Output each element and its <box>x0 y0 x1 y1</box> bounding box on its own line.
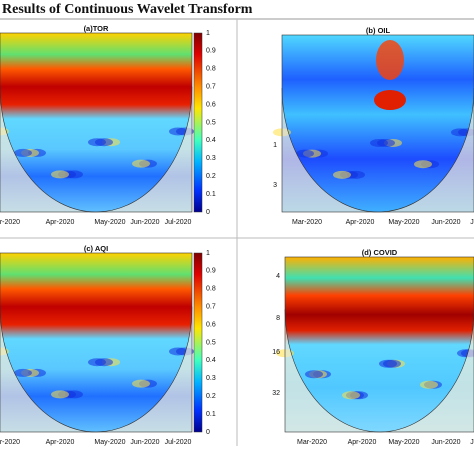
colorbar-label: 0.6 <box>206 321 216 328</box>
y-tick-label: 4 <box>276 273 280 280</box>
colorbar-label: 0.3 <box>206 375 216 382</box>
heatmap-blob <box>342 391 360 400</box>
colorbar-label: 0 <box>206 429 210 436</box>
plot-frame <box>0 32 193 213</box>
colorbar-label: 0.8 <box>206 66 216 73</box>
heatmap-blob <box>414 160 432 169</box>
heatmap-blob <box>132 159 150 168</box>
heatmap-blob <box>305 370 323 379</box>
heatmap-blob <box>420 380 438 389</box>
cone-of-influence <box>285 309 474 432</box>
colorbar-label: 0.4 <box>206 137 216 144</box>
heatmap-blob <box>88 138 106 147</box>
heatmap-blob <box>376 40 404 80</box>
colorbar-label: 0.3 <box>206 155 216 162</box>
x-tick-label: Jul-2020 <box>165 219 192 226</box>
panel-title: (a)TOR <box>84 24 109 33</box>
x-tick-label: J <box>470 439 474 446</box>
heatmap-blob <box>451 128 469 137</box>
colorbar-label: 1 <box>206 250 210 257</box>
x-tick-label: Jun-2020 <box>431 439 460 446</box>
plot-frame <box>284 256 474 433</box>
plot-frame <box>281 34 474 213</box>
plot-frame <box>0 252 193 433</box>
panel-title: (b) OIL <box>366 26 391 35</box>
heatmap-blob <box>51 390 69 399</box>
heatmap-blob <box>14 368 32 377</box>
x-tick-label: ar-2020 <box>0 219 20 226</box>
colorbar-label: 0.1 <box>206 411 216 418</box>
y-tick-label: 16 <box>272 349 280 356</box>
colorbar-label: 0.2 <box>206 173 216 180</box>
heatmap-blob <box>169 127 187 136</box>
heatmap-blob <box>132 379 150 388</box>
colorbar-label: 0.8 <box>206 286 216 293</box>
x-tick-label: Jun-2020 <box>130 219 159 226</box>
x-tick-label: Apr-2020 <box>46 439 75 446</box>
heatmap-blob <box>14 148 32 157</box>
colorbar-label: 1 <box>206 30 210 37</box>
cone-of-influence <box>0 86 192 212</box>
heatmap-blob <box>51 170 69 179</box>
colorbar <box>193 32 203 213</box>
figure-title: Results of Continuous Wavelet Transform <box>2 2 253 17</box>
colorbar-label: 0.5 <box>206 119 216 126</box>
cone-of-influence <box>0 306 192 433</box>
x-tick-label: May-2020 <box>94 439 125 446</box>
y-tick-label: 3 <box>273 182 277 189</box>
colorbar-label: 0.9 <box>206 48 216 55</box>
colorbar-label: 0.7 <box>206 84 216 91</box>
x-tick-label: Jun-2020 <box>431 219 460 226</box>
colorbar-label: 0.5 <box>206 339 216 346</box>
x-tick-label: ar-2020 <box>0 439 20 446</box>
colorbar-label: 0.7 <box>206 304 216 311</box>
colorbar-label: 0.4 <box>206 357 216 364</box>
x-tick-label: Apr-2020 <box>46 219 75 226</box>
x-tick-label: May-2020 <box>388 219 419 226</box>
x-tick-label: Mar-2020 <box>292 219 322 226</box>
x-tick-label: J <box>470 219 474 226</box>
colorbar-label: 0.1 <box>206 191 216 198</box>
x-tick-label: Mar-2020 <box>297 439 327 446</box>
cone-of-influence <box>282 88 474 212</box>
colorbar-label: 0.6 <box>206 101 216 108</box>
x-tick-label: Jul-2020 <box>165 439 192 446</box>
x-tick-label: Apr-2020 <box>348 439 377 446</box>
x-tick-label: Apr-2020 <box>346 219 375 226</box>
y-tick-label: 1 <box>273 142 277 149</box>
heatmap-blob <box>333 170 351 179</box>
x-tick-label: May-2020 <box>94 219 125 226</box>
colorbar-label: 0 <box>206 209 210 216</box>
x-tick-label: Jun-2020 <box>130 439 159 446</box>
panel-title: (c) AQI <box>84 244 108 253</box>
colorbar <box>193 252 203 433</box>
heatmap-blob <box>374 90 406 110</box>
heatmap-blob <box>296 149 314 158</box>
panel-title: (d) COVID <box>362 248 398 257</box>
colorbar-label: 0.2 <box>206 393 216 400</box>
colorbar-label: 0.9 <box>206 268 216 275</box>
heatmap-blob <box>169 347 187 356</box>
y-tick-label: 32 <box>272 390 280 397</box>
x-tick-label: May-2020 <box>388 439 419 446</box>
heatmap-blob <box>379 359 397 368</box>
heatmap-blob <box>88 358 106 367</box>
y-tick-label: 8 <box>276 315 280 322</box>
heatmap-blob <box>370 138 388 147</box>
